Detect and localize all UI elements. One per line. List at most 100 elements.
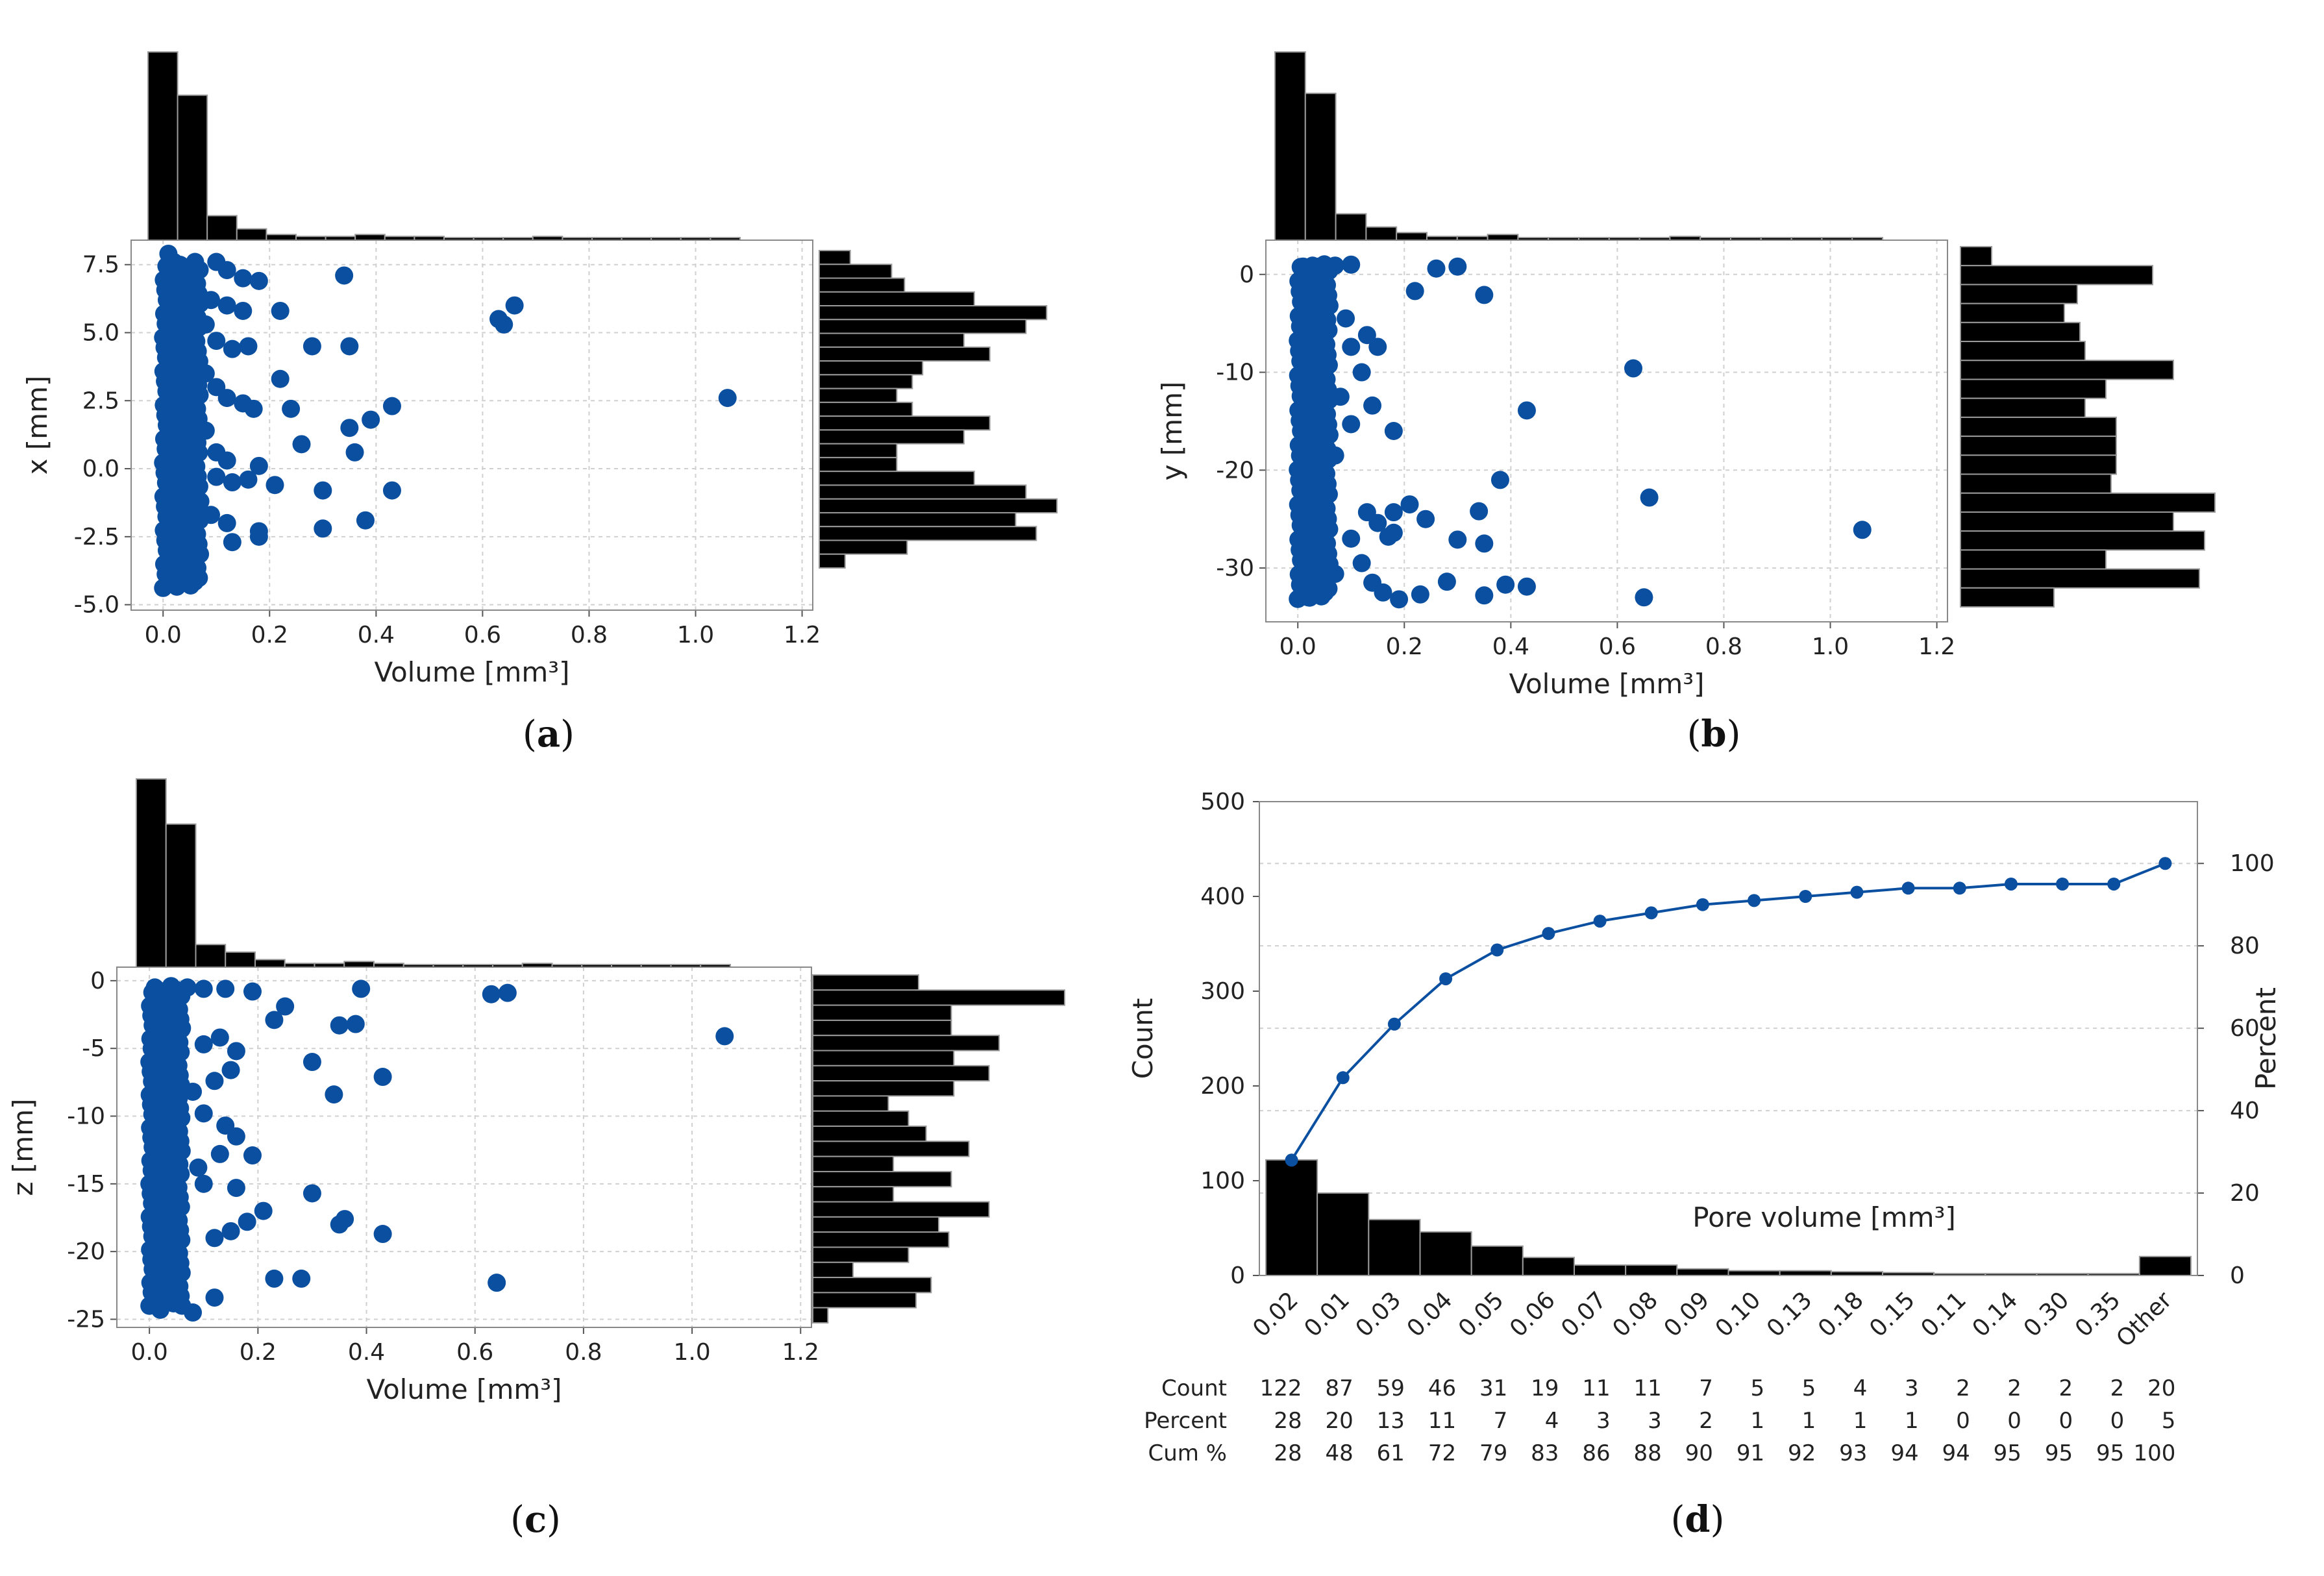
panel-d-right-y-ticks: 0 20 40 60 80 100 [2230,850,2275,1289]
side-hist-bar-1 [812,989,1065,1006]
panel-b-plot-frame [1265,240,1948,622]
data-point-13 [715,1027,734,1046]
side-hist-bar-13 [819,429,965,445]
side-hist-bar-17 [1960,568,2200,589]
x-tick-label-4: 0.8 [1705,634,1742,660]
x-tick-label-3: 0.6 [464,622,501,648]
data-point-24 [180,351,199,369]
data-point-5 [243,982,262,1001]
category-label-7: 0.08 [1607,1287,1663,1342]
category-label-13: 0.11 [1916,1287,1972,1342]
table-cum-11: 93 [1839,1440,1867,1466]
side-hist-bar-16 [812,1216,939,1233]
table-count-10: 5 [1802,1375,1816,1401]
data-point-46 [151,1300,169,1319]
count-bar-16 [2087,1273,2140,1276]
data-point-7 [1475,286,1494,304]
y-tick-label-1: -2.5 [74,524,119,550]
data-point-47 [314,481,332,500]
cumulative-point-15 [2056,877,2070,891]
cumulative-percent-line [1290,862,2166,1161]
x-tick-label-2: 0.4 [358,622,395,648]
count-bar-2 [1368,1218,1421,1276]
data-point-48 [1299,510,1318,528]
data-point-61 [164,541,183,560]
data-point-19 [1517,401,1536,420]
side-hist-bar-14 [819,443,898,458]
data-point-22 [1640,488,1659,507]
table-cum-10: 92 [1788,1440,1816,1466]
panel-a-side-histogram [819,250,1058,569]
data-point-14 [1624,359,1643,378]
y-tick-label-1: -10 [1216,360,1254,386]
table-count-5: 19 [1531,1375,1559,1401]
top-hist-bar-1 [1304,92,1337,241]
side-hist-bar-18 [1960,587,2055,608]
count-bar-14 [1984,1273,2038,1276]
category-label-12: 0.15 [1864,1287,1920,1342]
category-label-6: 0.07 [1556,1287,1612,1342]
data-point-46 [1299,588,1318,607]
table-count-8: 7 [1699,1375,1713,1401]
data-point-13 [1352,363,1371,382]
y-tick-label-5: 7.5 [82,252,119,278]
side-hist-bar-9 [819,374,913,389]
table-cum-9: 91 [1737,1440,1764,1466]
top-hist-bar-0 [136,778,167,968]
side-hist-bar-11 [819,401,913,417]
table-percent-8: 2 [1699,1408,1713,1434]
y-tick-label-4: -20 [67,1238,105,1265]
top-hist-bar-7 [1487,234,1519,241]
data-point-53 [1299,265,1318,284]
data-point-19 [205,1072,224,1090]
table-label-count: Count [1161,1375,1227,1401]
data-point-17 [1363,396,1382,415]
table-count-6: 11 [1582,1375,1610,1401]
data-point-50 [1299,412,1318,430]
x-tick-label-4: 0.8 [571,622,608,648]
x-tick-label-0: 0.0 [145,622,182,648]
table-cum-2: 61 [1377,1440,1405,1466]
data-point-10 [202,291,221,310]
data-point-10 [352,979,371,998]
y-tick-label-0: 0 [1239,262,1254,288]
top-hist-bar-7 [343,961,375,968]
y2-tick-label-5: 100 [2230,850,2275,877]
data-point-73 [180,465,199,484]
table-cum-5: 83 [1531,1440,1559,1466]
side-hist-bar-14 [1960,511,2174,532]
y-tick-label-3: -30 [1216,555,1254,582]
table-cum-14: 95 [1994,1440,2021,1466]
category-label-3: 0.04 [1402,1287,1458,1342]
x-tick-label-1: 0.2 [251,622,288,648]
data-point-30 [205,1229,224,1248]
cumulative-point-5 [1542,927,1555,941]
data-point-29 [271,369,290,388]
table-percent-9: 1 [1750,1408,1764,1434]
side-hist-bar-6 [819,332,965,348]
data-point-38 [336,1210,354,1229]
table-percent-11: 1 [1853,1408,1868,1434]
data-point-21 [194,1104,213,1123]
data-point-3 [194,979,213,998]
data-point-52 [217,513,236,532]
panel-d-pore-volume-label: Pore volume [mm³] [1692,1201,1955,1233]
table-cum-4: 79 [1479,1440,1507,1466]
top-hist-bar-1 [165,823,197,968]
table-count-14: 2 [2007,1375,2021,1401]
table-cum-0: 28 [1274,1440,1302,1466]
cumulative-point-8 [1696,898,1709,911]
panel-c-side-histogram [812,974,1065,1324]
data-point-35 [303,1053,321,1072]
table-count-7: 11 [1633,1375,1661,1401]
data-point-70 [164,296,183,315]
side-hist-bar-6 [1960,360,2174,380]
data-point-31 [282,399,301,418]
table-count-13: 2 [1956,1375,1970,1401]
side-hist-bar-0 [819,250,851,265]
side-hist-bar-3 [812,1019,952,1037]
top-hist-bar-3 [236,228,267,241]
data-point-27 [217,389,236,408]
side-hist-bar-18 [812,1246,909,1263]
